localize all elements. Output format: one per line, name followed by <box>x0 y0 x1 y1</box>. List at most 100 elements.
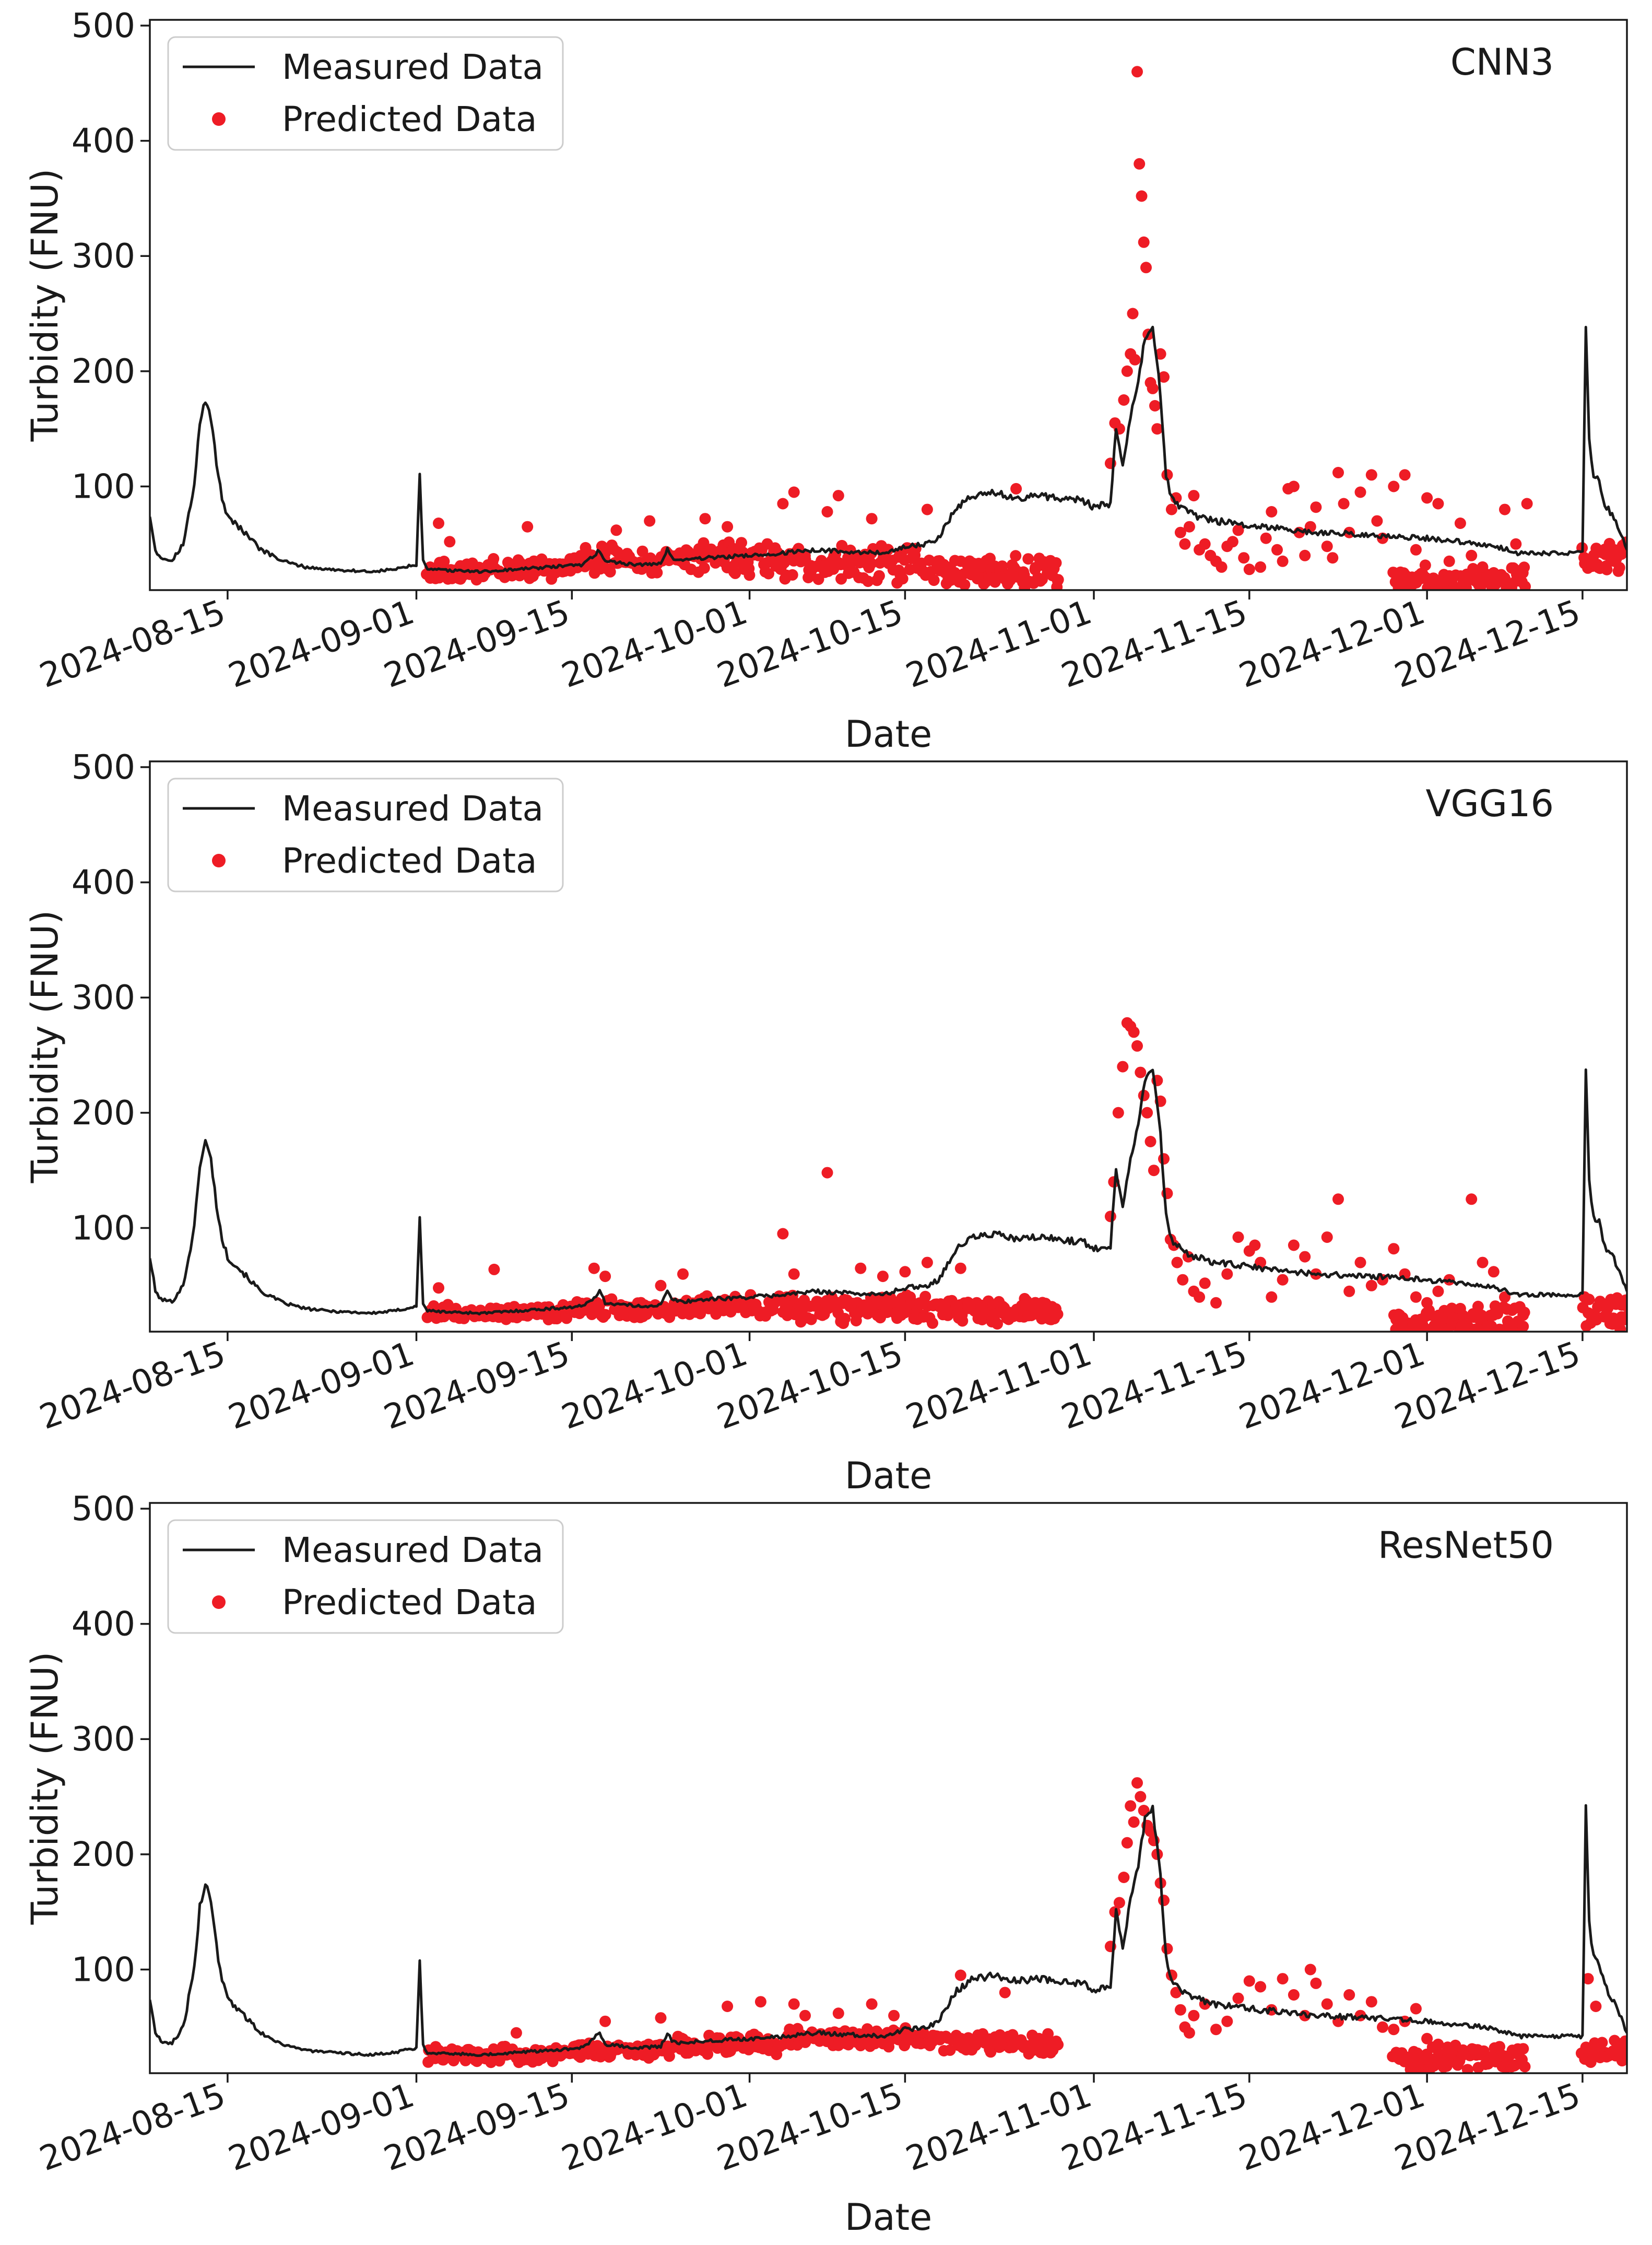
predicted-point <box>1022 553 1034 565</box>
predicted-point <box>928 574 940 586</box>
predicted-point <box>1354 486 1366 498</box>
predicted-point <box>921 503 933 515</box>
predicted-point <box>1255 561 1267 573</box>
predicted-point <box>1266 1291 1278 1303</box>
y-tick-label: 200 <box>72 352 135 391</box>
x-axis-title: Date <box>845 2196 932 2239</box>
y-tick-label: 500 <box>72 1490 135 1529</box>
predicted-point <box>1154 348 1166 360</box>
legend-box <box>167 778 564 892</box>
predicted-point <box>1421 1297 1433 1309</box>
predicted-point <box>873 570 885 582</box>
predicted-point <box>923 555 935 566</box>
predicted-point <box>1596 2037 1608 2049</box>
predicted-point <box>1188 490 1200 502</box>
predicted-point <box>599 1309 611 1321</box>
predicted-point <box>957 1315 969 1327</box>
predicted-point <box>1388 480 1400 492</box>
predicted-point <box>1243 1975 1255 1987</box>
predicted-point <box>1388 1243 1400 1255</box>
predicted-point <box>1327 552 1339 564</box>
predicted-point <box>1121 1837 1133 1849</box>
predicted-point <box>1321 1998 1333 2010</box>
predicted-point <box>702 2048 714 2060</box>
predicted-point <box>1232 524 1244 536</box>
predicted-point <box>1255 1981 1267 1993</box>
predicted-point <box>1421 2032 1433 2044</box>
predicted-point <box>1321 540 1333 553</box>
predicted-point <box>433 1282 444 1294</box>
predicted-point <box>1238 552 1250 564</box>
predicted-point <box>1620 1294 1627 1306</box>
predicted-point <box>788 486 800 498</box>
predicted-point <box>599 1271 611 1283</box>
y-tick-label: 100 <box>72 467 135 506</box>
predicted-point <box>433 518 444 529</box>
predicted-point <box>777 1228 789 1240</box>
predicted-point <box>1052 574 1064 586</box>
predicted-point <box>1277 1274 1289 1286</box>
predicted-point <box>1199 538 1211 550</box>
predicted-point <box>896 573 908 585</box>
predicted-point <box>722 521 734 533</box>
x-axis-title: Date <box>845 713 932 756</box>
predicted-point <box>1165 503 1177 515</box>
predicted-point <box>1052 2039 1064 2051</box>
predicted-point <box>1590 2001 1602 2012</box>
predicted-point <box>1443 2044 1455 2056</box>
y-tick-label: 200 <box>72 1836 135 1874</box>
legend: Measured Data Predicted Data <box>167 778 564 892</box>
predicted-point <box>1158 1895 1170 1907</box>
predicted-point <box>1149 400 1161 412</box>
predicted-point <box>1232 1231 1244 1243</box>
predicted-point <box>1188 2009 1200 2021</box>
predicted-point <box>561 1312 573 1324</box>
predicted-point <box>1131 1040 1143 1052</box>
predicted-point <box>1148 1165 1160 1177</box>
predicted-point <box>1183 2027 1195 2039</box>
predicted-point <box>1454 1302 1466 1314</box>
predicted-point <box>1410 1291 1422 1303</box>
predicted-point <box>604 566 616 578</box>
predicted-point <box>1260 532 1272 544</box>
plot-frame <box>149 760 1628 1333</box>
predicted-point <box>921 1256 933 1268</box>
predicted-point <box>736 537 747 549</box>
predicted-point <box>1134 158 1146 170</box>
predicted-point <box>777 498 789 510</box>
predicted-point <box>1129 354 1141 366</box>
predicted-point <box>1498 572 1511 584</box>
predicted-point <box>1210 2024 1222 2036</box>
predicted-point <box>1128 1026 1140 1038</box>
predicted-point <box>1365 1996 1377 2008</box>
predicted-point <box>1050 557 1062 569</box>
legend-predicted-swatch <box>212 112 226 126</box>
predicted-point <box>786 569 798 581</box>
predicted-point <box>1371 515 1383 527</box>
panel-vgg16: 1002003004005002024-08-152024-09-012024-… <box>23 748 1628 1497</box>
measured-line <box>150 1068 1627 1315</box>
predicted-point <box>1174 526 1186 538</box>
predicted-point <box>1104 1210 1116 1223</box>
predicted-point <box>488 553 500 565</box>
panel-cnn3: 1002003004005002024-08-152024-09-012024-… <box>23 7 1628 756</box>
predicted-point <box>1112 1107 1124 1119</box>
predicted-point <box>865 558 877 570</box>
predicted-point <box>1619 2035 1627 2047</box>
predicted-point <box>1127 308 1139 320</box>
predicted-point <box>1321 1231 1333 1243</box>
predicted-point <box>677 1268 689 1280</box>
predicted-point <box>1136 190 1148 202</box>
predicted-point <box>805 1313 817 1325</box>
predicted-point <box>744 569 756 581</box>
predicted-point <box>698 562 710 574</box>
predicted-point <box>1614 1323 1626 1332</box>
y-axis-title: Turbidity (FNU) <box>23 1652 66 1925</box>
predicted-point <box>1125 1800 1137 1812</box>
predicted-point <box>1288 480 1300 492</box>
predicted-point <box>1221 1268 1233 1280</box>
predicted-point <box>1118 1872 1130 1883</box>
predicted-point <box>1620 1311 1627 1323</box>
predicted-point <box>1131 66 1143 78</box>
